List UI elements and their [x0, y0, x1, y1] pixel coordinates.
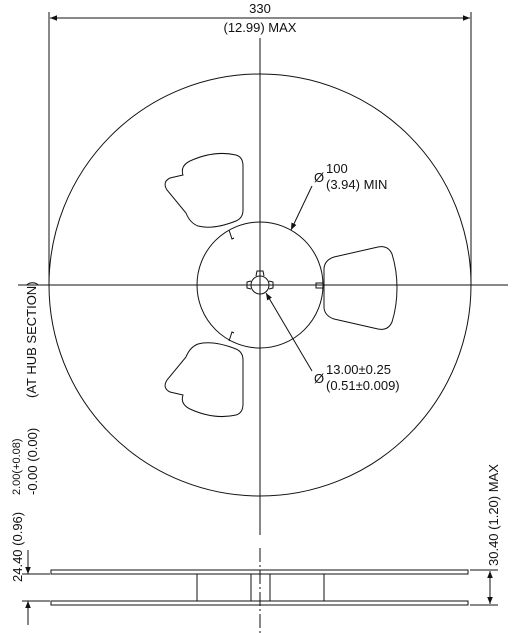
arbor-dim-symbol: Ø [314, 371, 324, 386]
dim-330-value: 330 [249, 1, 271, 16]
hub-dim-symbol: Ø [314, 170, 324, 185]
leader-arbor [265, 292, 313, 372]
hub-dim-sub: (3.94) MIN [326, 177, 387, 192]
arbor-dim-sub: (0.51±0.009) [326, 378, 400, 393]
dim-330-sub: (12.99) MAX [224, 20, 297, 35]
arbor-dim-value: 13.00±0.25 [326, 362, 391, 377]
hub-notch-bottom [228, 331, 235, 342]
window-top-left [164, 153, 244, 228]
overall-width-label: 30.40 (1.20) MAX [486, 464, 501, 566]
hub-dim-value: 100 [326, 161, 348, 176]
leader-hub [290, 185, 313, 231]
window-right [323, 246, 398, 330]
window-bottom-left [164, 342, 244, 417]
inner-width-tol-upper: 2.00(+0.08) [11, 438, 23, 495]
hub-notch-top [228, 229, 235, 240]
inner-width-note: (AT HUB SECTION) [24, 281, 39, 398]
inner-width-main: 24.40 (0.96) [10, 512, 25, 582]
inner-width-tol-lower: -0.00 (0.00) [25, 428, 40, 495]
